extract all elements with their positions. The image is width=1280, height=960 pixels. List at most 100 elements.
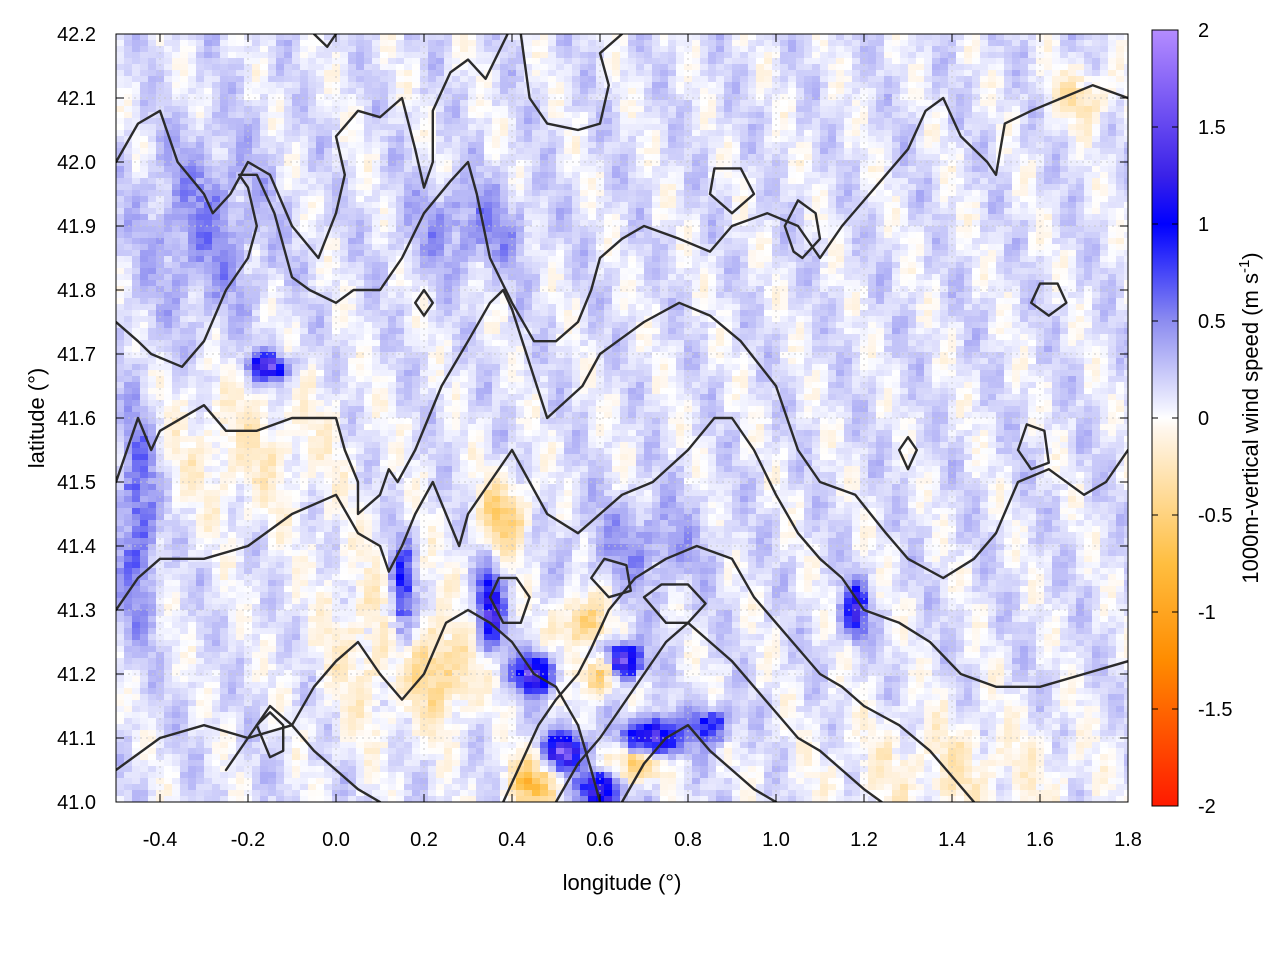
field-cell — [172, 88, 181, 95]
field-cell — [820, 184, 829, 191]
field-cell — [380, 94, 389, 101]
field-cell — [484, 166, 493, 173]
field-cell — [788, 46, 797, 53]
field-cell — [836, 178, 845, 185]
field-cell — [292, 220, 301, 227]
field-cell — [1076, 256, 1085, 263]
field-cell — [700, 220, 709, 227]
field-cell — [492, 262, 501, 269]
field-cell — [284, 34, 293, 41]
field-cell — [492, 130, 501, 137]
field-cell — [780, 40, 789, 47]
field-cell — [188, 100, 197, 107]
field-cell — [812, 64, 821, 71]
field-cell — [876, 142, 885, 149]
field-cell — [524, 100, 533, 107]
field-cell — [284, 226, 293, 233]
field-cell — [860, 262, 869, 269]
field-cell — [260, 100, 269, 107]
field-cell — [396, 34, 405, 41]
field-cell — [628, 88, 637, 95]
field-cell — [188, 46, 197, 53]
field-cell — [972, 250, 981, 257]
field-cell — [324, 46, 333, 53]
field-cell — [292, 244, 301, 251]
field-cell — [404, 202, 413, 209]
field-cell — [212, 244, 221, 251]
field-cell — [516, 136, 525, 143]
field-cell — [372, 88, 381, 95]
field-cell — [212, 88, 221, 95]
field-cell — [292, 190, 301, 197]
field-cell — [316, 34, 325, 41]
field-cell — [844, 58, 853, 65]
field-cell — [756, 46, 765, 53]
field-cell — [380, 70, 389, 77]
field-cell — [1084, 166, 1093, 173]
field-cell — [660, 112, 669, 119]
field-cell — [540, 82, 549, 89]
field-cell — [956, 112, 965, 119]
field-cell — [652, 196, 661, 203]
field-cell — [732, 262, 741, 269]
field-cell — [116, 34, 125, 41]
field-cell — [988, 112, 997, 119]
field-cell — [124, 64, 133, 71]
field-cell — [340, 46, 349, 53]
field-cell — [156, 40, 165, 47]
field-cell — [708, 40, 717, 47]
field-cell — [852, 94, 861, 101]
field-cell — [772, 226, 781, 233]
field-cell — [300, 118, 309, 125]
field-cell — [716, 220, 725, 227]
field-cell — [900, 178, 909, 185]
field-cell — [284, 40, 293, 47]
field-cell — [220, 238, 229, 245]
field-cell — [884, 118, 893, 125]
field-cell — [260, 256, 269, 263]
field-cell — [740, 82, 749, 89]
field-cell — [756, 70, 765, 77]
field-cell — [732, 232, 741, 239]
field-cell — [828, 244, 837, 251]
field-cell — [252, 136, 261, 143]
field-cell — [332, 256, 341, 263]
field-cell — [332, 106, 341, 113]
field-cell — [980, 178, 989, 185]
field-cell — [820, 190, 829, 197]
field-cell — [220, 256, 229, 263]
field-cell — [372, 100, 381, 107]
field-cell — [436, 154, 445, 161]
field-cell — [180, 244, 189, 251]
field-cell — [292, 100, 301, 107]
field-cell — [500, 250, 509, 257]
field-cell — [188, 34, 197, 41]
field-cell — [1100, 166, 1109, 173]
field-cell — [292, 70, 301, 77]
field-cell — [1068, 166, 1077, 173]
field-cell — [620, 172, 629, 179]
field-cell — [756, 256, 765, 263]
field-cell — [260, 226, 269, 233]
field-cell — [804, 148, 813, 155]
field-cell — [444, 34, 453, 41]
field-cell — [932, 172, 941, 179]
field-cell — [860, 172, 869, 179]
field-cell — [468, 232, 477, 239]
field-cell — [980, 82, 989, 89]
field-cell — [1020, 148, 1029, 155]
field-cell — [828, 40, 837, 47]
field-cell — [172, 202, 181, 209]
field-cell — [372, 262, 381, 269]
field-cell — [972, 88, 981, 95]
field-cell — [404, 214, 413, 221]
field-cell — [332, 262, 341, 269]
field-cell — [804, 34, 813, 41]
field-cell — [516, 184, 525, 191]
field-cell — [452, 250, 461, 257]
field-cell — [716, 118, 725, 125]
field-cell — [620, 64, 629, 71]
field-cell — [1028, 88, 1037, 95]
field-cell — [828, 172, 837, 179]
field-cell — [172, 76, 181, 83]
